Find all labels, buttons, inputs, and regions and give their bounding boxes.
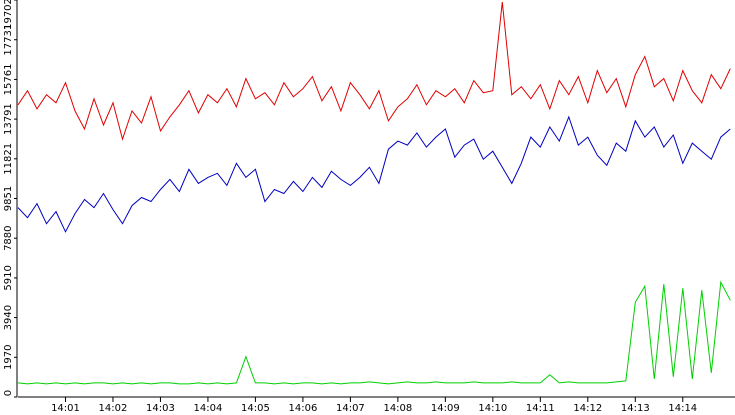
y-tick-label: 1970	[3, 345, 14, 370]
y-tick-label: 3940	[3, 305, 14, 330]
y-tick-label: 7880	[3, 225, 14, 250]
x-tick-label: 14:11	[526, 403, 555, 414]
x-tick-label: 14:03	[146, 403, 175, 414]
x-tick-label: 14:07	[336, 403, 365, 414]
x-tick-label: 14:09	[431, 403, 460, 414]
y-tick-label: 15761	[3, 64, 14, 96]
y-tick-label: 13791	[3, 103, 14, 135]
x-tick-label: 14:13	[621, 403, 650, 414]
y-tick-label: 5910	[3, 265, 14, 290]
x-tick-label: 14:10	[478, 403, 507, 414]
y-tick-label: 17731	[3, 24, 14, 56]
x-tick-label: 14:12	[573, 403, 602, 414]
x-tick-label: 14:14	[668, 403, 697, 414]
x-tick-label: 14:04	[194, 403, 223, 414]
y-tick-label: 0	[3, 390, 14, 396]
x-tick-label: 14:02	[99, 403, 128, 414]
x-tick-label: 14:08	[383, 403, 412, 414]
y-tick-label: 19702	[3, 0, 14, 30]
series-line	[17, 115, 731, 233]
axes: 0 1970 3940 5910 7880 9851 11821 13791 15761 1773…	[3, 0, 735, 414]
series-line	[17, 2, 731, 141]
x-tick-label: 14:05	[241, 403, 270, 414]
plot-area	[17, 2, 731, 385]
x-tick-label: 14:01	[51, 403, 80, 414]
x-tick-label: 14:06	[288, 403, 317, 414]
series-line	[17, 280, 731, 385]
y-tick-label: 9851	[3, 186, 14, 211]
y-tick-label: 11821	[3, 143, 14, 175]
